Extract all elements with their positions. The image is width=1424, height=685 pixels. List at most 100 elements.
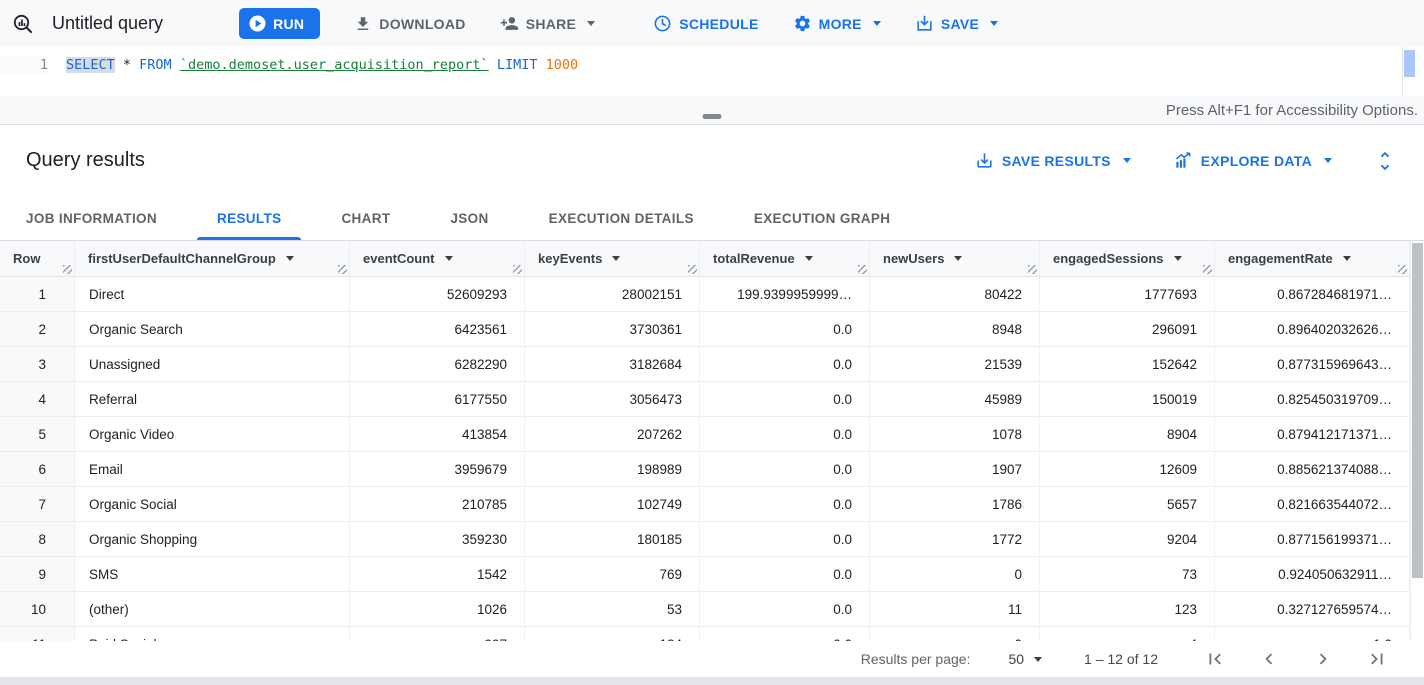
table-cell[interactable]: 1 <box>0 277 75 311</box>
table-cell[interactable]: 21539 <box>870 347 1040 381</box>
table-cell[interactable]: 73 <box>1040 557 1215 591</box>
table-cell[interactable]: 2 <box>0 312 75 346</box>
schedule-button[interactable]: SCHEDULE <box>653 14 758 33</box>
run-button[interactable]: RUN <box>239 8 321 39</box>
column-resize-grip[interactable] <box>513 265 522 274</box>
table-cell[interactable]: 3 <box>0 347 75 381</box>
table-cell[interactable]: 0.0 <box>700 592 870 626</box>
column-menu-icon[interactable] <box>444 256 453 261</box>
table-cell[interactable]: 296091 <box>1040 312 1215 346</box>
column-header-totalrevenue[interactable]: totalRevenue <box>700 241 870 276</box>
table-reference-link[interactable]: `demo.demoset.user_acquisition_report` <box>179 57 489 73</box>
share-button[interactable]: SHARE <box>500 14 596 33</box>
table-cell[interactable]: 6177550 <box>350 382 525 416</box>
table-row[interactable]: 9 SMS 1542 769 0.0 0 73 0.924050632911… <box>0 557 1410 592</box>
table-cell[interactable]: 0.0 <box>700 522 870 556</box>
more-button[interactable]: MORE <box>793 14 881 33</box>
column-menu-icon[interactable] <box>804 256 813 261</box>
table-cell[interactable]: 1777693 <box>1040 277 1215 311</box>
table-cell[interactable]: Email <box>75 452 350 486</box>
table-cell[interactable]: 3056473 <box>525 382 700 416</box>
table-cell[interactable]: 4 <box>1040 627 1215 641</box>
table-scrollbar-track[interactable] <box>1410 241 1424 641</box>
explore-data-button[interactable]: EXPLORE DATA <box>1173 151 1332 171</box>
table-cell[interactable]: 6282290 <box>350 347 525 381</box>
next-page-button[interactable] <box>1312 648 1334 670</box>
table-cell[interactable]: 207262 <box>525 417 700 451</box>
table-cell[interactable]: Paid Social <box>75 627 350 641</box>
column-resize-grip[interactable] <box>1203 265 1212 274</box>
column-resize-grip[interactable] <box>858 265 867 274</box>
table-cell[interactable]: 198989 <box>525 452 700 486</box>
table-cell[interactable]: 210785 <box>350 487 525 521</box>
table-scrollbar-thumb[interactable] <box>1412 243 1423 578</box>
table-cell[interactable]: 28002151 <box>525 277 700 311</box>
table-cell[interactable]: 6423561 <box>350 312 525 346</box>
table-cell[interactable]: 0.0 <box>700 347 870 381</box>
table-cell[interactable]: 0.0 <box>700 557 870 591</box>
horizontal-scrollbar-track[interactable] <box>0 677 1424 685</box>
column-header-newusers[interactable]: newUsers <box>870 241 1040 276</box>
save-button[interactable]: SAVE <box>915 14 999 33</box>
table-cell[interactable]: 9 <box>0 557 75 591</box>
table-cell[interactable]: 134 <box>525 627 700 641</box>
table-cell[interactable]: Organic Video <box>75 417 350 451</box>
expand-results-button[interactable] <box>1374 148 1396 174</box>
table-cell[interactable]: 413854 <box>350 417 525 451</box>
table-cell[interactable]: 0.867284681971… <box>1215 277 1410 311</box>
table-cell[interactable]: Organic Social <box>75 487 350 521</box>
table-cell[interactable]: 45989 <box>870 382 1040 416</box>
table-row[interactable]: 3 Unassigned 6282290 3182684 0.0 21539 152642 0… <box>0 347 1410 382</box>
table-cell[interactable]: 359230 <box>350 522 525 556</box>
table-cell[interactable]: 0.877315969643… <box>1215 347 1410 381</box>
column-menu-icon[interactable] <box>1173 256 1182 261</box>
column-menu-icon[interactable] <box>285 256 294 261</box>
table-cell[interactable]: 9204 <box>1040 522 1215 556</box>
column-resize-grip[interactable] <box>688 265 697 274</box>
table-cell[interactable]: 150019 <box>1040 382 1215 416</box>
table-cell[interactable]: 0.0 <box>700 382 870 416</box>
column-resize-grip[interactable] <box>338 265 347 274</box>
tab-job-information[interactable]: JOB INFORMATION <box>26 210 157 226</box>
table-cell[interactable]: 0.821663544072… <box>1215 487 1410 521</box>
table-cell[interactable]: 12609 <box>1040 452 1215 486</box>
table-cell[interactable]: SMS <box>75 557 350 591</box>
table-cell[interactable]: 0.0 <box>700 627 870 641</box>
table-cell[interactable]: 1.0 <box>1215 627 1410 641</box>
download-button[interactable]: DOWNLOAD <box>354 15 465 33</box>
table-cell[interactable]: Organic Shopping <box>75 522 350 556</box>
table-row[interactable]: 6 Email 3959679 198989 0.0 1907 12609 0.8856213… <box>0 452 1410 487</box>
table-cell[interactable]: 8 <box>0 522 75 556</box>
table-cell[interactable]: 1078 <box>870 417 1040 451</box>
tab-json[interactable]: JSON <box>450 210 489 226</box>
column-menu-icon[interactable] <box>612 256 621 261</box>
table-row[interactable]: 4 Referral 6177550 3056473 0.0 45989 150019 0.8… <box>0 382 1410 417</box>
column-header-eventcount[interactable]: eventCount <box>350 241 525 276</box>
table-cell[interactable]: 4 <box>0 382 75 416</box>
table-cell[interactable]: 0.825450319709… <box>1215 382 1410 416</box>
table-cell[interactable]: Referral <box>75 382 350 416</box>
editor-scrollbar-thumb[interactable] <box>1404 50 1415 77</box>
table-cell[interactable]: 123 <box>1040 592 1215 626</box>
table-cell[interactable]: Organic Search <box>75 312 350 346</box>
last-page-button[interactable] <box>1366 648 1388 670</box>
table-row[interactable]: 11Paid Social9971340.0041.0 <box>0 627 1410 641</box>
table-cell[interactable]: 0 <box>870 557 1040 591</box>
table-cell[interactable]: 1542 <box>350 557 525 591</box>
table-cell[interactable]: 3182684 <box>525 347 700 381</box>
column-resize-grip[interactable] <box>1398 265 1407 274</box>
column-resize-grip[interactable] <box>63 265 72 274</box>
sql-code-line[interactable]: SELECT * FROM `demo.demoset.user_acquisi… <box>66 57 579 73</box>
table-cell[interactable]: 1786 <box>870 487 1040 521</box>
table-cell[interactable]: 0.924050632911… <box>1215 557 1410 591</box>
table-cell[interactable]: 997 <box>350 627 525 641</box>
page-size-select[interactable]: 50 <box>1008 651 1043 667</box>
table-cell[interactable]: 0.0 <box>700 487 870 521</box>
table-cell[interactable]: 0.0 <box>700 417 870 451</box>
table-cell[interactable]: 1026 <box>350 592 525 626</box>
table-cell[interactable]: Unassigned <box>75 347 350 381</box>
table-cell[interactable]: 8904 <box>1040 417 1215 451</box>
table-cell[interactable]: 180185 <box>525 522 700 556</box>
table-cell[interactable]: 3730361 <box>525 312 700 346</box>
sql-editor[interactable]: 1 SELECT * FROM `demo.demoset.user_acquis… <box>0 47 1424 96</box>
